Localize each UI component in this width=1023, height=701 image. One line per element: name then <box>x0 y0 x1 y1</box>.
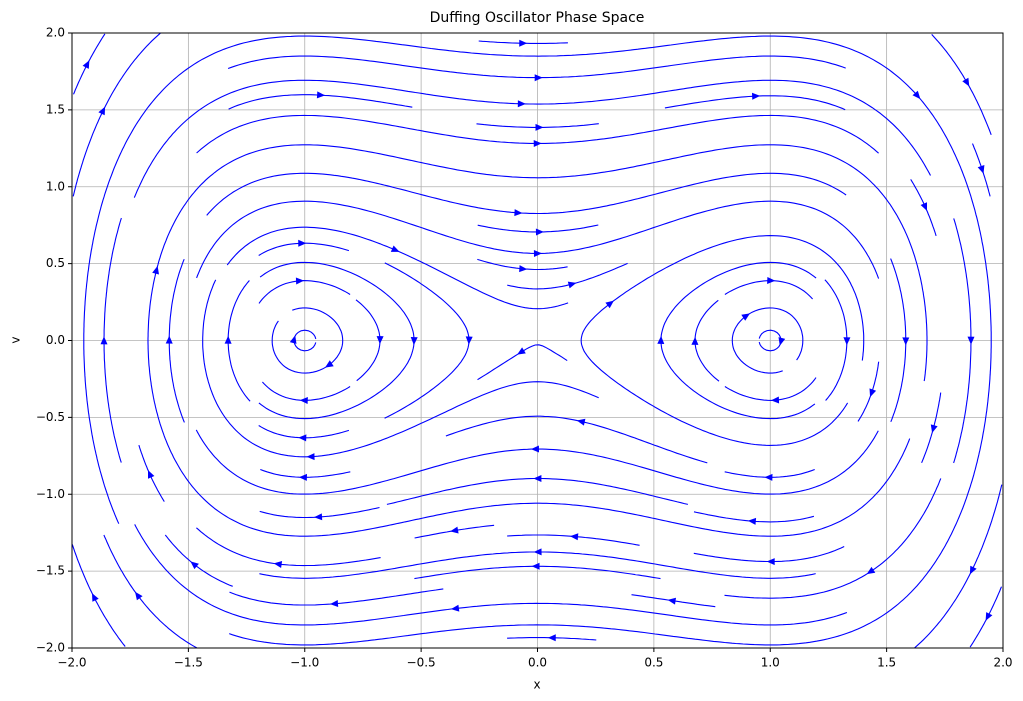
stream-arrow <box>570 533 579 541</box>
stream-arrow <box>98 106 106 116</box>
x-tick-label: 1.5 <box>877 656 896 670</box>
stream-arrow <box>843 337 851 346</box>
stream-arrow <box>165 335 173 344</box>
stream-arrow <box>969 565 977 575</box>
stream-arrow <box>273 561 283 568</box>
stream-arrow <box>912 90 921 100</box>
stream-arrow <box>530 445 539 453</box>
stream-arrow <box>82 60 90 69</box>
x-axis-label: x <box>533 678 540 692</box>
stream-arrow <box>533 548 542 556</box>
y-tick-label: 0.5 <box>46 256 65 270</box>
stream-arrow <box>741 313 750 321</box>
y-tick-label: −2.0 <box>36 641 65 655</box>
x-tick-label: −1.0 <box>290 656 319 670</box>
stream-arrow <box>330 600 339 607</box>
stream-arrow <box>100 336 108 345</box>
x-tick-label: −0.5 <box>407 656 436 670</box>
stream-arrow <box>514 209 523 217</box>
x-tick-label: 0.0 <box>528 656 547 670</box>
stream-arrow <box>135 591 143 601</box>
stream-arrow <box>535 123 544 131</box>
x-tick-label: −1.5 <box>174 656 203 670</box>
stream-arrow <box>450 604 460 612</box>
stream-arrow <box>866 566 876 575</box>
x-tick-label: 1.0 <box>761 656 780 670</box>
stream-arrow <box>517 100 526 108</box>
stream-arrow <box>771 396 780 404</box>
stream-arrow <box>465 336 473 345</box>
stream-arrow <box>298 239 307 247</box>
ticks: −2.0 −1.5 −1.0 −0.5 0.0 0.5 1.0 1.5 2.0 −2.0 −1.5 −… <box>36 26 1013 670</box>
stream-arrow <box>605 300 614 309</box>
stream-arrow <box>667 597 676 605</box>
y-tick-label: 1.0 <box>46 179 65 193</box>
stream-arrow <box>567 281 577 289</box>
stream-arrow <box>148 470 155 479</box>
stream-arrow <box>152 265 159 275</box>
stream-arrow <box>767 277 776 284</box>
stream-arrow <box>930 424 938 433</box>
stream-arrow <box>325 360 334 368</box>
stream-arrow <box>747 517 757 525</box>
y-tick-label: −1.5 <box>36 564 65 578</box>
stream-arrow <box>533 475 542 482</box>
stream-arrow <box>764 473 773 481</box>
stream-arrow <box>691 336 699 345</box>
stream-arrow <box>752 92 761 100</box>
stream-arrow <box>534 74 543 82</box>
stream-arrow <box>766 558 775 566</box>
stream-arrow <box>920 202 927 211</box>
x-tick-label: 0.5 <box>644 656 663 670</box>
y-tick-label: −0.5 <box>36 410 65 424</box>
stream-arrow <box>316 91 326 99</box>
stream-arrow <box>519 265 528 273</box>
stream-arrow <box>778 337 786 346</box>
stream-arrow <box>977 165 985 174</box>
stream-arrow <box>376 336 384 345</box>
stream-arrow <box>190 561 199 570</box>
stream-arrow <box>295 277 304 285</box>
y-axis-label: v <box>9 336 23 343</box>
x-tick-label: −2.0 <box>57 656 86 670</box>
stream-arrow <box>576 418 586 426</box>
stream-arrow <box>390 245 400 252</box>
stream-arrow <box>298 473 307 481</box>
y-tick-label: 0.0 <box>46 333 65 347</box>
chart-title: Duffing Oscillator Phase Space <box>430 10 645 26</box>
stream-arrow <box>967 336 975 345</box>
stream-arrow <box>306 453 315 461</box>
y-tick-label: 1.5 <box>46 102 65 116</box>
stream-arrow <box>519 39 528 47</box>
stream-arrow <box>869 388 877 398</box>
stream-arrow <box>450 526 459 534</box>
stream-arrow <box>531 562 540 570</box>
stream-arrow <box>314 513 323 521</box>
stream-arrow <box>962 77 970 87</box>
stream-arrow <box>657 335 665 344</box>
y-tick-label: −1.0 <box>36 487 65 501</box>
stream-arrow <box>547 634 556 642</box>
stream-arrow <box>92 593 99 602</box>
stream-arrow <box>298 434 307 442</box>
stream-arrow <box>299 397 308 404</box>
y-tick-label: 2.0 <box>46 26 65 40</box>
stream-arrow <box>533 140 542 147</box>
stream-arrow <box>902 337 910 346</box>
stream-arrow <box>985 612 993 621</box>
stream-arrow <box>517 347 526 355</box>
stream-arrow <box>535 228 544 236</box>
plot-area <box>71 32 1003 649</box>
stream-arrow <box>410 337 418 346</box>
x-tick-label: 2.0 <box>993 656 1012 670</box>
stream-arrow <box>224 335 232 344</box>
stream-arrow <box>289 335 297 344</box>
stream-arrow <box>533 250 542 257</box>
